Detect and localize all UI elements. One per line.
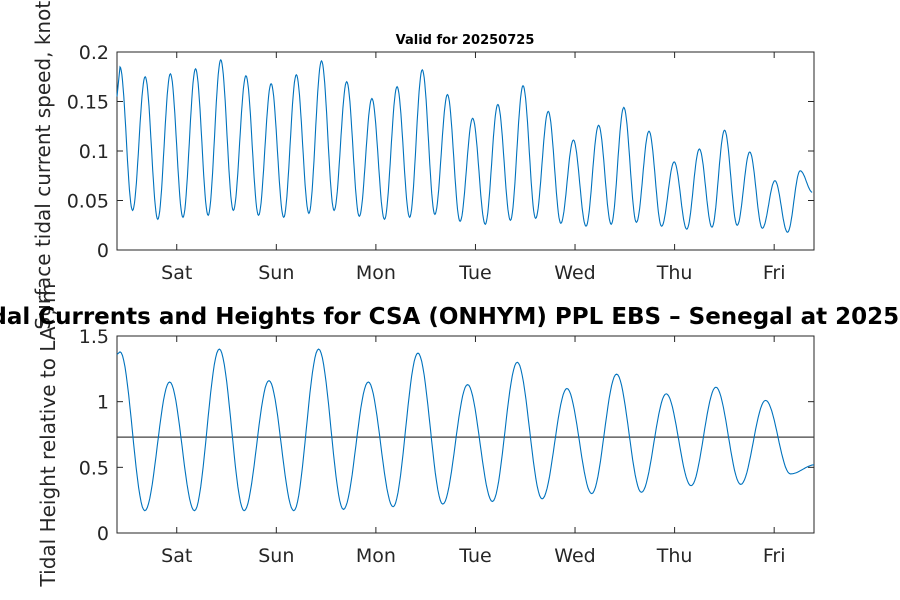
x-tick-label-thu: Thu xyxy=(656,262,693,284)
tidal-height-series-line xyxy=(116,348,815,512)
tidal-height-axes-frame xyxy=(116,335,815,534)
x-tick-label-sat: Sat xyxy=(161,545,192,567)
y-tick-label: 0.2 xyxy=(79,42,109,64)
tidal-height-y-axis-label: Tidal Height relative to LAT, m xyxy=(36,284,60,588)
x-tick-label-tue: Tue xyxy=(458,545,491,567)
x-tick-label-sun: Sun xyxy=(258,545,294,567)
x-tick-label-mon: Mon xyxy=(356,545,396,567)
x-tick-label-thu: Thu xyxy=(656,545,693,567)
current-speed-y-ticks: 0 0.05 0.1 0.15 0.2 xyxy=(67,42,814,262)
x-tick-label-sun: Sun xyxy=(258,262,294,284)
current-speed-chart-title: Valid for 20250725 xyxy=(396,33,535,48)
x-tick-label-wed: Wed xyxy=(554,262,595,284)
x-tick-label-wed: Wed xyxy=(554,545,595,567)
tidal-height-panel: 0 0.5 1 1.5 Sat Sun Mon Tue Wed Thu Fri Tidal Hei… xyxy=(36,284,815,588)
y-tick-label: 1.5 xyxy=(79,326,109,348)
figure-overall-title: Tidal Currents and Heights for CSA (ONHY… xyxy=(0,304,900,330)
y-tick-label: 0.1 xyxy=(79,141,109,163)
y-tick-label: 0.15 xyxy=(67,92,109,114)
x-tick-label-fri: Fri xyxy=(763,545,786,567)
y-tick-label: 1 xyxy=(97,392,109,414)
y-tick-label: 0 xyxy=(97,240,109,262)
current-speed-y-axis-label: Surface tidal current speed, knots xyxy=(31,0,55,330)
y-tick-label: 0 xyxy=(97,523,109,545)
current-speed-x-ticks: Sat Sun Mon Tue Wed Thu Fri xyxy=(161,52,785,284)
y-tick-label: 0.5 xyxy=(79,457,109,479)
x-tick-label-sat: Sat xyxy=(161,262,192,284)
x-tick-label-fri: Fri xyxy=(763,262,786,284)
x-tick-label-mon: Mon xyxy=(356,262,396,284)
current-speed-panel: Valid for 20250725 0 0.05 0.1 0.15 0.2 Sat Su… xyxy=(31,0,815,330)
x-tick-label-tue: Tue xyxy=(458,262,491,284)
tidal-height-y-ticks: 0 0.5 1 1.5 xyxy=(79,326,814,545)
current-speed-series-line xyxy=(116,58,813,233)
y-tick-label: 0.05 xyxy=(67,191,109,213)
tidal-height-x-ticks: Sat Sun Mon Tue Wed Thu Fri xyxy=(161,336,785,567)
